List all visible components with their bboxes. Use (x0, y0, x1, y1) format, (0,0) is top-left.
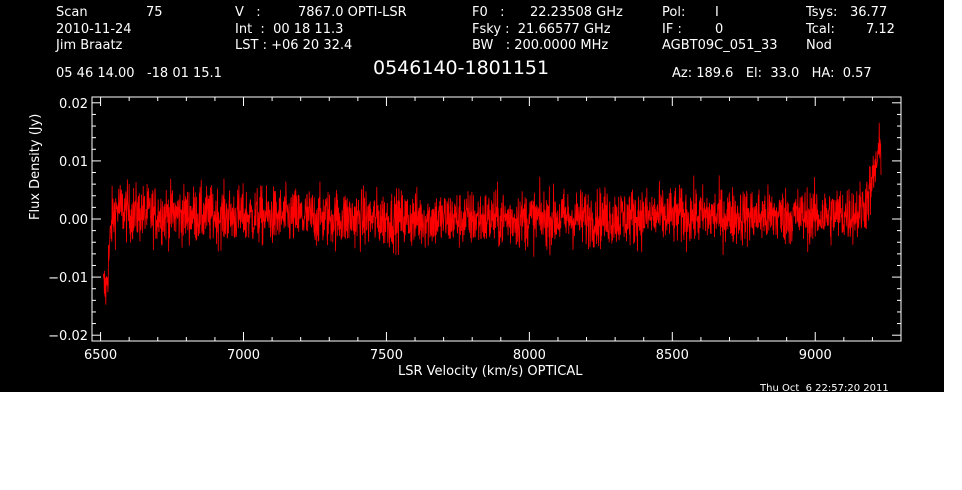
bandwidth-value: BW : 200.0000 MHz (472, 38, 609, 53)
tcal-label: Tcal: (806, 22, 835, 37)
plot-panel: Scan 75 2010-11-24 Jim Braatz V : 7867.0… (0, 0, 944, 394)
y-axis-label: Flux Density (Jy) (28, 113, 43, 220)
scan-label: Scan (56, 5, 88, 20)
obs-date: 2010-11-24 (56, 22, 132, 37)
x-tick-label: 7000 (227, 348, 260, 363)
tsys-value: 36.77 (850, 5, 888, 20)
tsys-label: Tsys: (806, 5, 838, 20)
project-id: AGBT09C_051_33 (662, 38, 778, 53)
spectrum-trace (103, 122, 882, 305)
az-el-ha: Az: 189.6 El: 33.0 HA: 0.57 (672, 66, 872, 81)
y-tick-label: −0.02 (48, 329, 88, 344)
y-tick-label: 0.01 (59, 155, 88, 170)
spectrum-chart: 6500 7000 7500 8000 8500 9000 −0.02 −0.01 0.00 0.… (48, 96, 902, 363)
integration-time: Int : 00 18 11.3 (235, 22, 344, 37)
x-tick-label: 8000 (513, 348, 546, 363)
y-tick-label: 0.00 (59, 213, 88, 228)
if-label: IF : (662, 22, 682, 37)
source-coordinates: 05 46 14.00 -18 01 15.1 (56, 66, 222, 81)
tcal-value: 7.12 (866, 22, 895, 37)
if-value: 0 (715, 22, 724, 37)
source-name: 0546140-1801151 (373, 57, 550, 79)
x-tick-label: 9000 (799, 348, 832, 363)
x-tick-label: 7500 (370, 348, 403, 363)
fsky-value: Fsky : 21.66577 GHz (472, 22, 611, 37)
lst-value: LST : +06 20 32.4 (235, 38, 353, 53)
velocity-label: V : (235, 5, 261, 20)
x-tick-label: 6500 (84, 348, 117, 363)
y-tick-label: −0.01 (48, 271, 88, 286)
f0-value: 22.23508 GHz (530, 5, 623, 20)
pol-value: I (715, 5, 719, 20)
x-axis-label: LSR Velocity (km/s) OPTICAL (398, 364, 583, 379)
timestamp: Thu Oct 6 22:57:20 2011 (760, 383, 889, 394)
f0-label: F0 : (472, 5, 505, 20)
obs-mode: Nod (806, 38, 832, 53)
pol-label: Pol: (662, 5, 686, 20)
x-tick-label: 8500 (656, 348, 689, 363)
scan-value: 75 (146, 5, 163, 20)
observer-name: Jim Braatz (56, 38, 123, 53)
y-tick-label: 0.02 (59, 97, 88, 112)
velocity-value: 7867.0 OPTI-LSR (298, 5, 407, 20)
